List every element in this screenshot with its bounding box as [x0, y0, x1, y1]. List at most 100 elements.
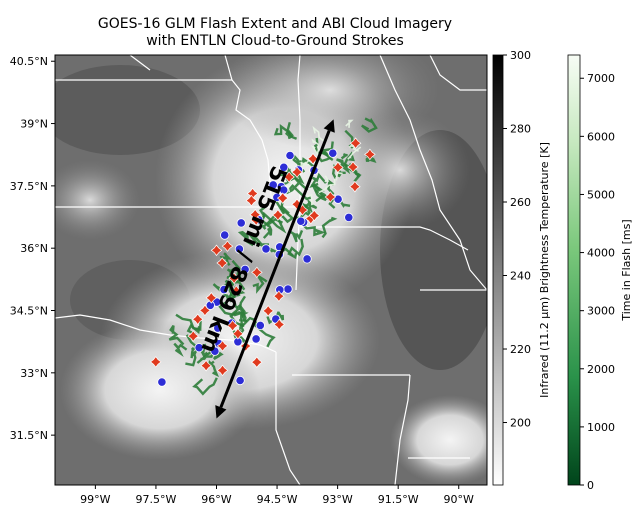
flash-channel [311, 138, 320, 155]
positive-stroke-marker [328, 148, 338, 158]
longitude-ticks: 99°W 97.5°W 96°W 94.5°W 93°W 91.5°W 90°W [80, 485, 474, 506]
negative-stroke-marker [272, 209, 284, 221]
negative-stroke-marker [251, 266, 263, 279]
positive-stroke-marker [240, 264, 250, 274]
negative-stroke-marker [347, 161, 359, 173]
lat-tick-label: 34.5°N [10, 305, 48, 318]
flash-channel [236, 303, 249, 321]
ir-colorbar-ticks: 300 280 260 240 220 200 [503, 49, 531, 430]
positive-stroke-marker [268, 180, 278, 190]
flash-channel [365, 154, 377, 163]
positive-stroke-marker [234, 244, 244, 254]
lon-tick-label: 96°W [201, 493, 231, 506]
positive-stroke-marker [236, 218, 246, 228]
negative-stroke-marker [210, 244, 223, 257]
flash-colorbar-ticks: 7000 6000 5000 4000 3000 2000 1000 0 [580, 72, 615, 492]
flash-channel [312, 125, 326, 143]
flash-channel [347, 146, 362, 160]
flash-channel [273, 123, 298, 140]
flash-channel [252, 274, 268, 294]
distance-arrow [215, 119, 335, 419]
chart-title-line1: GOES-16 GLM Flash Extent and ABI Cloud I… [97, 16, 453, 32]
positive-stroke-marker [296, 216, 306, 226]
negative-stroke-marker [246, 187, 259, 200]
positive-stroke-marker [213, 323, 223, 333]
positive-stroke-marker [285, 150, 295, 161]
ir-tick-label: 280 [510, 123, 531, 136]
flash-channel [173, 342, 188, 358]
flash-channel [310, 145, 319, 155]
latitude-ticks: 40.5°N 39°N 37.5°N 36°N 34.5°N 33°N 31.5°N [10, 55, 55, 442]
flash-channel [302, 198, 318, 210]
lat-tick-label: 33°N [20, 367, 48, 380]
lat-tick-label: 39°N [20, 118, 48, 131]
positive-stroke-marker [302, 254, 312, 264]
negative-stroke-marker [205, 292, 218, 304]
negative-stroke-marker [262, 305, 274, 317]
flash-channel [197, 343, 209, 358]
negative-stroke-marker [191, 313, 204, 326]
flash-channel [299, 222, 326, 237]
positive-stroke-marker [344, 212, 354, 222]
negative-stroke-marker [332, 161, 344, 174]
ir-tick-label: 300 [510, 49, 531, 62]
flash-channel [185, 334, 200, 359]
flash-channel [219, 252, 233, 267]
positive-stroke-marker [251, 334, 261, 344]
cloud-shield [60, 320, 260, 460]
state-borders [55, 55, 487, 485]
negative-stroke-marker [226, 319, 239, 332]
lon-tick-label: 94.5°W [257, 493, 298, 506]
flash-channel [309, 172, 327, 188]
negative-stroke-marker [324, 191, 337, 203]
lat-tick-label: 31.5°N [10, 429, 48, 442]
flash-channel [226, 273, 246, 291]
negative-stroke-marker [273, 318, 285, 331]
negative-stroke-marker [283, 171, 295, 183]
positive-stroke-marker [261, 244, 271, 254]
flash-channel [226, 259, 241, 276]
ir-tick-label: 220 [510, 343, 531, 356]
lon-tick-label: 90°W [444, 493, 474, 506]
negative-stroke-marker [200, 359, 212, 372]
negative-stroke-marker [150, 356, 162, 368]
flash-channel [271, 195, 290, 215]
flash-channel [296, 203, 314, 223]
flash-channel [287, 238, 304, 260]
positive-stroke-marker [157, 377, 167, 387]
positive-stroke-marker [220, 230, 230, 240]
lon-tick-label: 93°W [322, 493, 352, 506]
positive-stroke-marker [279, 162, 289, 172]
flash-tick-label: 1000 [587, 421, 615, 434]
negative-stroke-marker [228, 272, 240, 285]
negative-stroke-marker [251, 356, 263, 368]
flash-colorbar-label: Time in Flash [ms] [620, 219, 633, 321]
negative-stroke-marker [349, 180, 361, 193]
flash-tick-label: 4000 [587, 247, 615, 260]
flash-time-colorbar [567, 54, 581, 486]
ir-tick-label: 240 [510, 270, 531, 283]
ir-colorbar-label: Infrared (11.2 μm) Brightness Temperatur… [538, 142, 551, 398]
ir-tick-label: 260 [510, 196, 531, 209]
negative-stroke-marker [273, 290, 285, 302]
negative-stroke-marker [307, 153, 319, 165]
negative-stroke-marker [221, 240, 234, 252]
cloud-shield [330, 110, 470, 230]
flash-channel [345, 119, 354, 128]
negative-stroke-marker [276, 192, 289, 204]
negative-stroke-marker [245, 194, 258, 207]
flash-channel [340, 153, 348, 160]
positive-stroke-marker [255, 320, 265, 330]
flash-tick-label: 2000 [587, 363, 615, 376]
negative-stroke-marker [216, 364, 229, 377]
flash-channel [238, 295, 247, 322]
lat-tick-label: 40.5°N [10, 55, 48, 68]
flash-channel [318, 178, 336, 194]
negative-stroke-marker [230, 285, 242, 297]
flash-channel [168, 325, 185, 346]
clear-sky-region [55, 65, 200, 155]
negative-stroke-marker [349, 137, 362, 149]
flash-channel [321, 216, 338, 239]
flash-channel [248, 235, 270, 249]
